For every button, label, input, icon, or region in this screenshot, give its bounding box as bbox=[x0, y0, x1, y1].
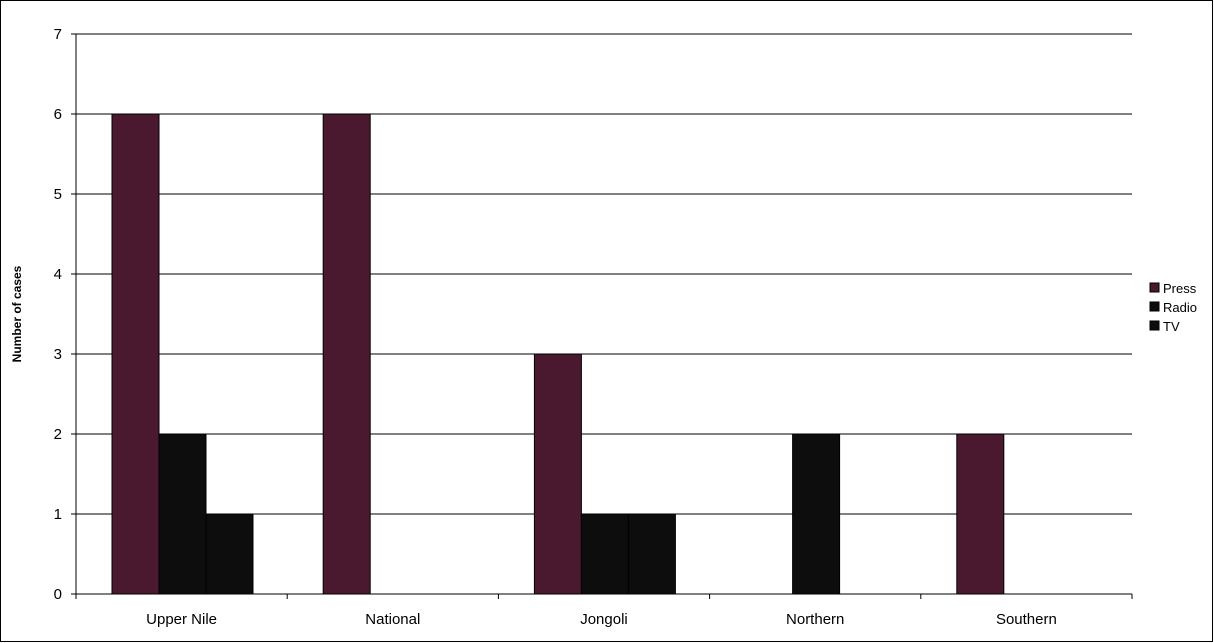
y-tick-label: 2 bbox=[54, 426, 62, 443]
x-category-label: National bbox=[365, 611, 420, 628]
legend-label-radio: Radio bbox=[1163, 300, 1197, 315]
y-axis-title: Number of cases bbox=[10, 265, 24, 362]
bar-radio-jongoli bbox=[580, 513, 629, 595]
x-category-label: Upper Nile bbox=[146, 611, 217, 628]
x-category-label: Northern bbox=[786, 611, 844, 628]
y-tick-label: 4 bbox=[54, 266, 62, 283]
x-category-label: Jongoli bbox=[580, 611, 628, 628]
bar-radio-northern bbox=[792, 433, 841, 595]
bar-radio-upper-nile bbox=[158, 433, 207, 595]
y-tick-label: 1 bbox=[54, 506, 62, 523]
legend-label-tv: TV bbox=[1163, 319, 1180, 334]
bar-press-jongoli bbox=[533, 353, 582, 595]
x-tick-labels: Upper Nile National Jongoli Northern Souther… bbox=[146, 611, 1057, 628]
y-tick-labels: 0 1 2 3 4 5 6 7 bbox=[54, 26, 62, 603]
y-tick-label: 7 bbox=[54, 26, 62, 43]
bar-tv-jongoli bbox=[627, 513, 676, 595]
y-tick-label: 5 bbox=[54, 186, 62, 203]
bar-press-southern bbox=[956, 433, 1005, 595]
legend-swatch-press bbox=[1149, 282, 1160, 293]
legend-swatch-tv bbox=[1149, 320, 1160, 331]
legend: Press Radio TV bbox=[1149, 281, 1197, 334]
bar-tv-upper-nile bbox=[205, 513, 254, 595]
y-tick-label: 3 bbox=[54, 346, 62, 363]
x-category-label: Southern bbox=[996, 611, 1057, 628]
bars bbox=[111, 113, 1005, 595]
legend-label-press: Press bbox=[1163, 281, 1197, 296]
y-tick-label: 6 bbox=[54, 106, 62, 123]
axes bbox=[71, 33, 1133, 599]
bar-press-upper-nile bbox=[111, 113, 160, 595]
legend-swatch-radio bbox=[1149, 301, 1160, 312]
y-tick-label: 0 bbox=[54, 586, 62, 603]
bar-press-national bbox=[322, 113, 371, 595]
